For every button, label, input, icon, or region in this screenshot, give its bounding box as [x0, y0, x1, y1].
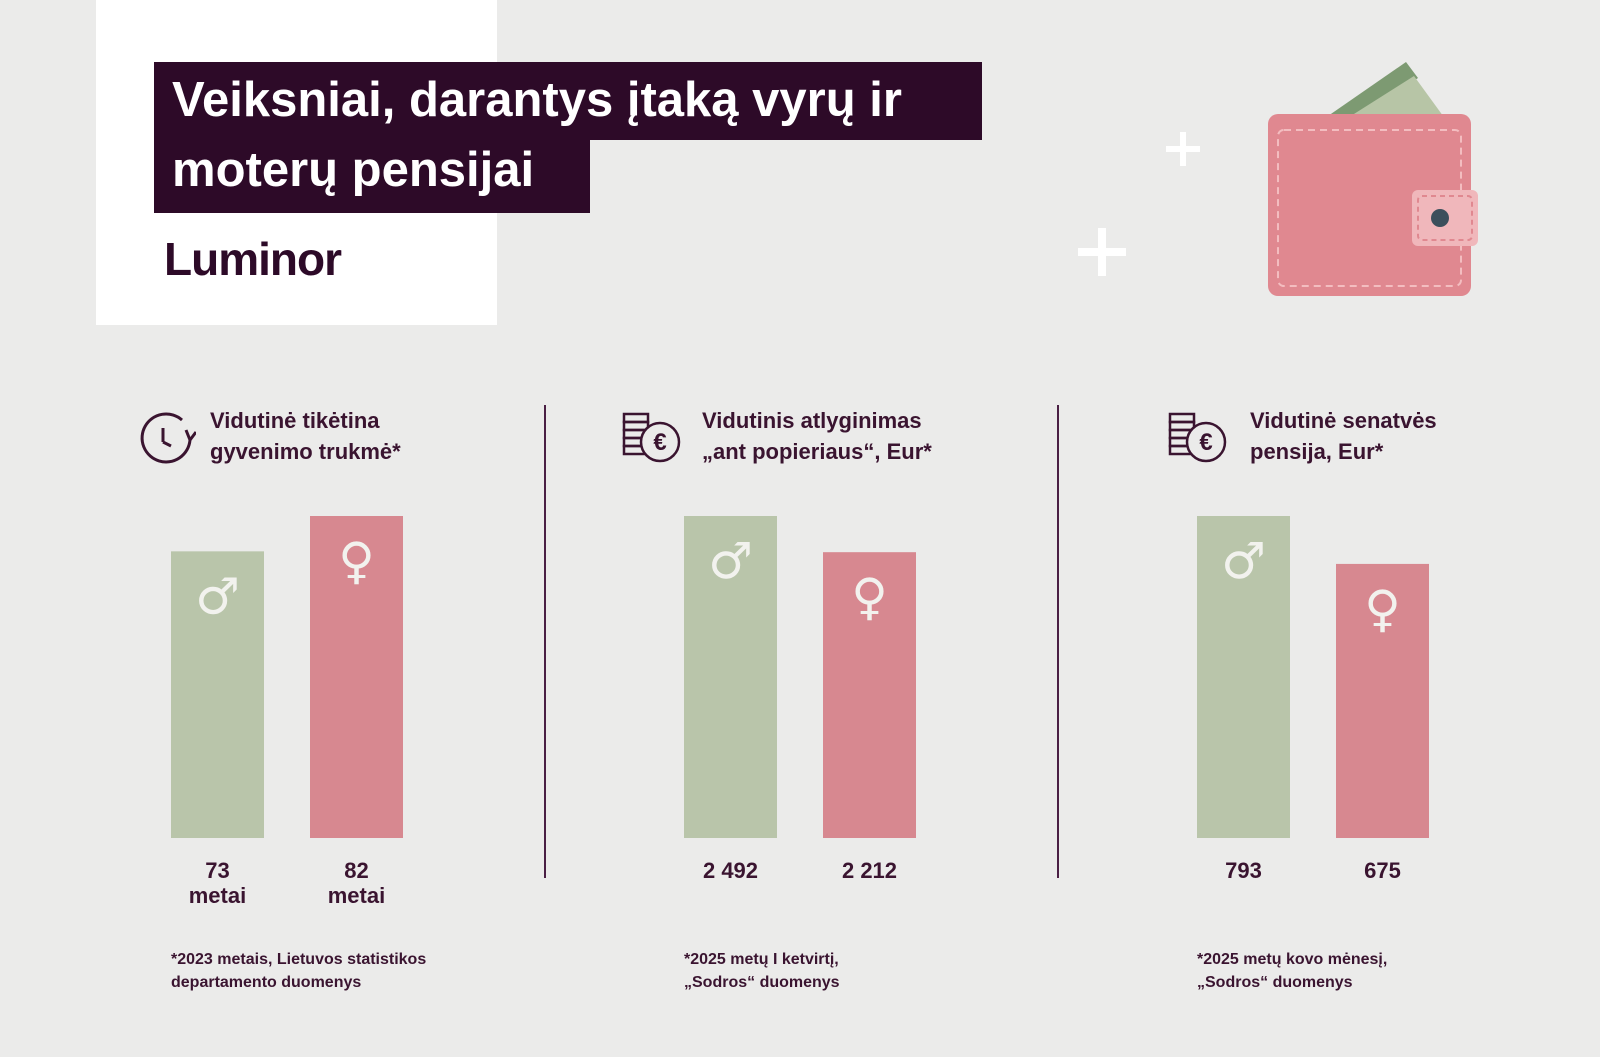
panel-title-line: Vidutinė senatvės: [1250, 408, 1437, 433]
page-title-line2: moterų pensijai: [172, 143, 535, 197]
panel-title-life-expectancy: Vidutinė tikėtina gyvenimo trukmė*: [210, 405, 401, 467]
footnote-line: *2025 metų kovo mėnesį,: [1197, 951, 1388, 968]
euro-coins-icon: €: [1168, 412, 1227, 463]
value-label: metai: [189, 883, 246, 908]
panel-title-line: gyvenimo trukmė*: [210, 439, 401, 464]
panel-divider: [1057, 405, 1059, 878]
male-symbol-icon: ♂: [1221, 532, 1266, 590]
title-background: [154, 62, 982, 140]
male-symbol-icon: ♂: [708, 532, 753, 590]
euro-coins-icon: €: [622, 412, 681, 463]
bar-female: [1336, 563, 1429, 838]
value-label: 2 212: [842, 858, 897, 883]
footnote-pension: *2025 metų kovo mėnesį, „Sodros“ duomeny…: [1197, 948, 1387, 994]
bar-male: [684, 516, 777, 838]
bar-female: [310, 516, 403, 838]
clock-icon: [140, 412, 196, 464]
page-title-line1: Veiksniai, darantys įtaką vyrų ir: [172, 73, 902, 127]
female-symbol-icon: ♀: [1364, 580, 1401, 638]
value-label: 82: [344, 858, 368, 883]
svg-text:€: €: [653, 429, 666, 456]
panel-title-salary: Vidutinis atlyginimas „ant popieriaus“, …: [702, 405, 932, 467]
value-label: metai: [328, 883, 385, 908]
bar-male: [171, 551, 264, 838]
title-background: [154, 138, 590, 213]
value-label: 793: [1225, 858, 1262, 883]
value-label: 73: [205, 858, 229, 883]
panel-title-line: Vidutinė tikėtina: [210, 408, 380, 433]
wallet-icon: [1268, 62, 1478, 296]
bar-female: [823, 552, 916, 838]
footnote-line: „Sodros“ duomenys: [1197, 974, 1353, 991]
luminor-logo: Luminor: [164, 233, 342, 285]
plus-icon: [1166, 132, 1200, 166]
panel-title-line: pensija, Eur*: [1250, 439, 1384, 464]
value-label: 675: [1364, 858, 1401, 883]
footnote-line: *2025 metų I ketvirtį,: [684, 951, 839, 968]
footnote-line: „Sodros“ duomenys: [684, 974, 840, 991]
footnote-salary: *2025 metų I ketvirtį, „Sodros“ duomenys: [684, 948, 840, 994]
panel-title-line: Vidutinis atlyginimas: [702, 408, 922, 433]
svg-text:€: €: [1199, 429, 1212, 456]
female-symbol-icon: ♀: [851, 568, 888, 626]
footnote-line: *2023 metais, Lietuvos statistikos: [171, 951, 427, 968]
panel-title-line: „ant popieriaus“, Eur*: [702, 439, 932, 464]
male-symbol-icon: ♂: [195, 567, 240, 625]
bar-male: [1197, 516, 1290, 838]
plus-icon: [1078, 228, 1126, 276]
footnote-life-expectancy: *2023 metais, Lietuvos statistikos depar…: [171, 948, 426, 994]
panel-title-pension: Vidutinė senatvės pensija, Eur*: [1250, 405, 1437, 467]
female-symbol-icon: ♀: [338, 532, 375, 590]
footnote-line: departamento duomenys: [171, 974, 362, 991]
panel-divider: [544, 405, 546, 878]
value-label: 2 492: [703, 858, 758, 883]
